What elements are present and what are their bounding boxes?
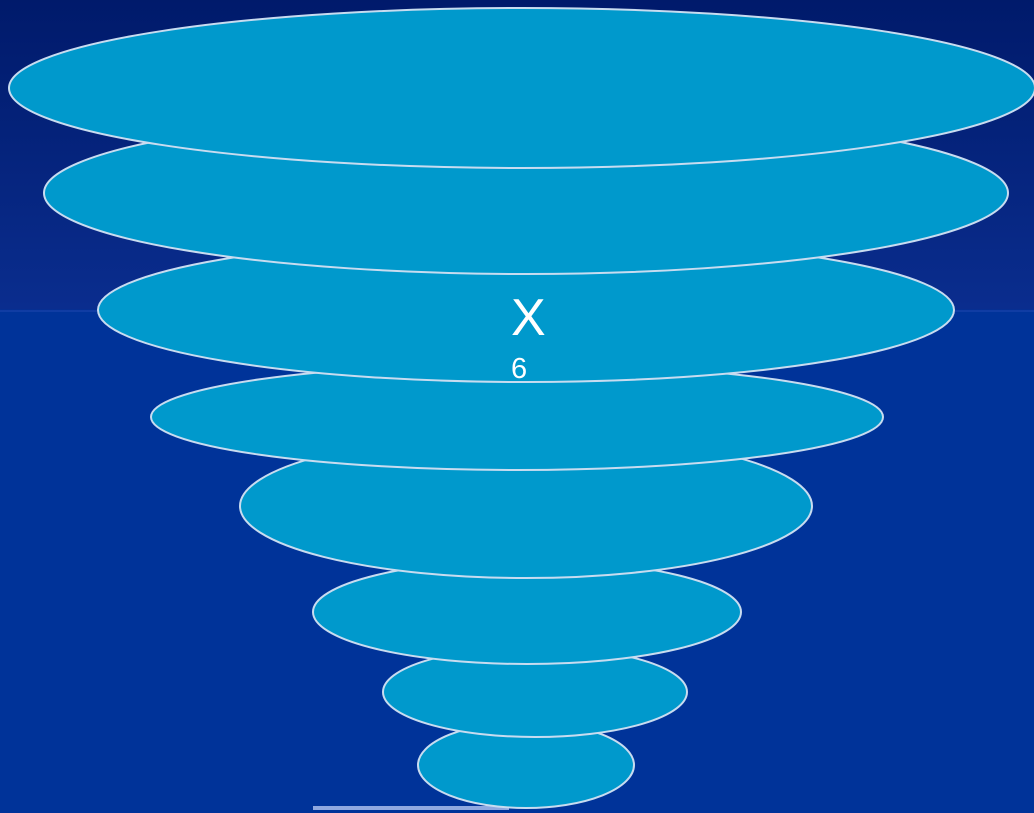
accent-bar <box>313 806 509 810</box>
funnel-sub-label: 6 <box>511 353 528 385</box>
funnel-main-label: X <box>511 289 546 347</box>
funnel-layer-1 <box>8 7 1034 169</box>
